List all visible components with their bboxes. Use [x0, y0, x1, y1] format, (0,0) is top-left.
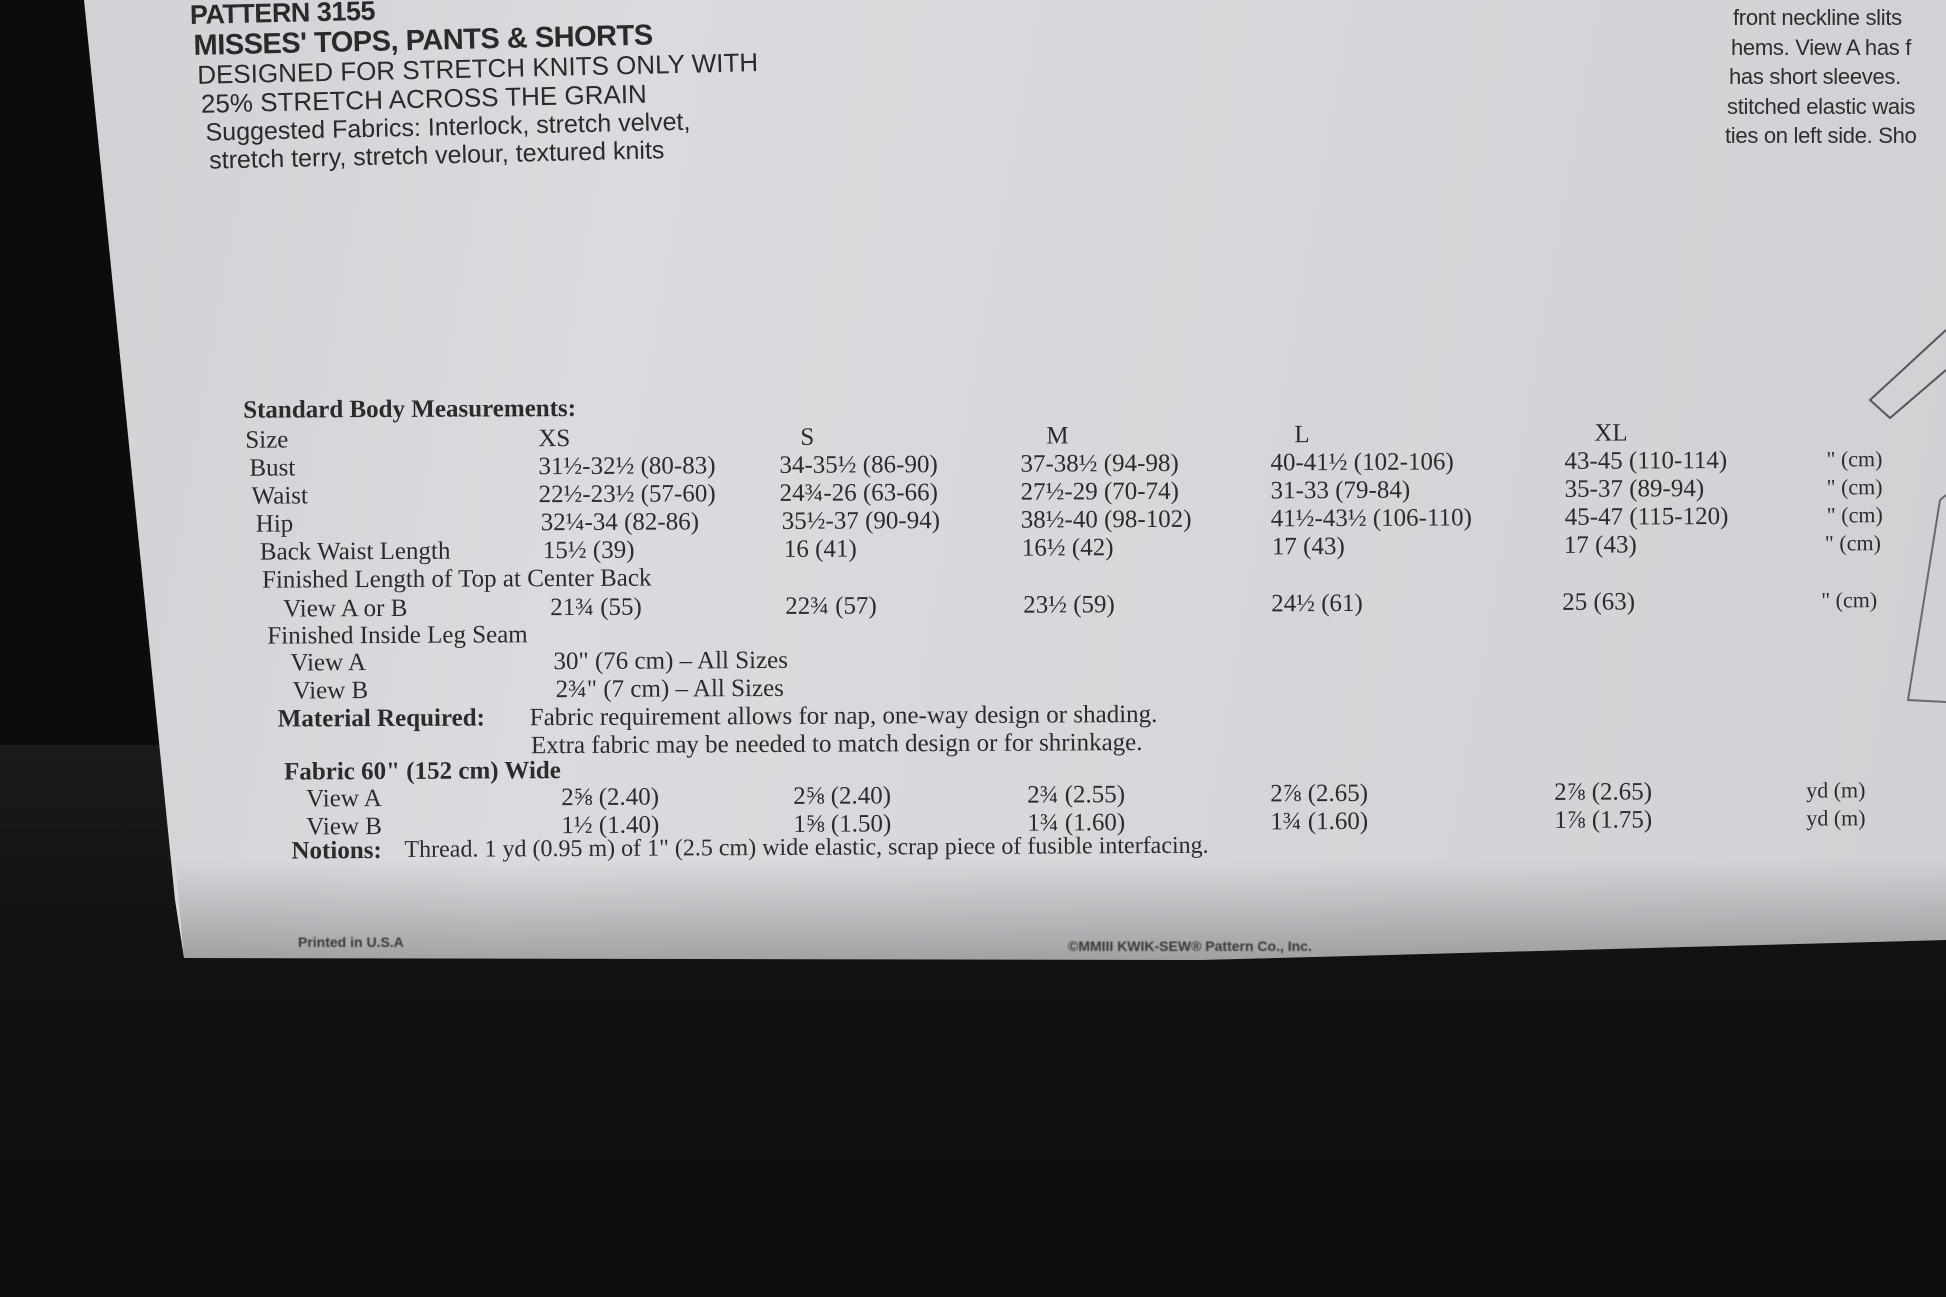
measurement-value: 22¾ (57) [785, 592, 877, 620]
measurement-value: 16½ (42) [1021, 534, 1114, 562]
row-label: View A [290, 649, 367, 677]
measurement-value: 25 (63) [1562, 588, 1636, 616]
yardage-value: 1¾ (1.60) [1270, 807, 1369, 836]
measurement-value: 34-35½ (86-90) [779, 451, 938, 479]
row-label: View B [306, 813, 382, 841]
row-label: View B [292, 677, 369, 705]
measurement-value: 41½-43½ (106-110) [1270, 504, 1472, 533]
measurement-value: 24¾-26 (63-66) [779, 479, 938, 507]
measurement-value: 27½-29 (70-74) [1020, 477, 1179, 506]
garment-sketch [1868, 329, 1946, 703]
row-label: Size [245, 426, 289, 454]
measurement-value: 17 (43) [1563, 531, 1637, 559]
description-line: has short sleeves. [1729, 64, 1901, 89]
row-label: Finished Length of Top at Center Back [261, 564, 652, 594]
material-required-label: Material Required: [277, 704, 485, 733]
unit-label: " (cm) [1826, 446, 1883, 472]
unit-label: yd (m) [1806, 805, 1866, 831]
size-header: XL [1594, 419, 1628, 447]
yardage-value: 2⅞ (2.65) [1554, 778, 1653, 806]
unit-label: " (cm) [1826, 502, 1883, 528]
material-note-line-1: Fabric requirement allows for nap, one-w… [529, 700, 1158, 732]
size-header: XS [538, 425, 571, 453]
yardage-value: 1⅞ (1.75) [1554, 806, 1653, 834]
size-header: S [800, 423, 815, 451]
unit-label: yd (m) [1806, 777, 1866, 803]
envelope-shadow [175, 860, 1946, 960]
measurement-value: 17 (43) [1271, 532, 1345, 561]
row-label: View A [306, 785, 382, 813]
measurement-value: 15½ (39) [542, 536, 635, 565]
notions-label: Notions: [291, 837, 382, 865]
description-line: ties on left side. Sho [1725, 123, 1917, 148]
description-line: front neckline slits [1733, 5, 1902, 30]
measurement-value: 16 (41) [783, 535, 857, 563]
measurement-value: 35-37 (89-94) [1564, 475, 1705, 503]
measurement-value: 24½ (61) [1271, 589, 1363, 618]
measurement-value: 31½-32½ (80-83) [538, 452, 716, 481]
measurement-value: 32¼-34 (82-86) [540, 508, 700, 537]
yardage-value: 1¾ (1.60) [1027, 809, 1126, 837]
measurement-value: 45-47 (115-120) [1564, 502, 1729, 531]
description-line: hems. View A has f [1731, 35, 1912, 60]
row-label: Back Waist Length [259, 537, 451, 566]
row-label: Hip [255, 510, 294, 538]
measurement-value: 38½-40 (98-102) [1020, 505, 1192, 534]
measurement-value: 37-38½ (94-98) [1020, 449, 1179, 478]
yardage-value: 1⅝ (1.50) [793, 810, 892, 838]
printed-in-usa: Printed in U.S.A [298, 934, 404, 950]
row-label: Finished Inside Leg Seam [267, 621, 528, 650]
unit-label: " (cm) [1824, 530, 1881, 556]
yardage-value: 2⅝ (2.40) [561, 783, 660, 812]
copyright-notice: ©MMIII KWIK-SEW® Pattern Co., Inc. [1068, 938, 1312, 954]
measurement-value: 23½ (59) [1023, 591, 1115, 619]
yardage-value: 1½ (1.40) [561, 811, 660, 840]
row-label: Waist [251, 482, 308, 510]
size-header: L [1294, 421, 1310, 449]
measurement-value: 2¾" (7 cm) – All Sizes [555, 674, 784, 704]
measurement-value: 31-33 (79-84) [1270, 476, 1411, 505]
size-header: M [1046, 422, 1069, 450]
yardage-value: 2⅝ (2.40) [793, 782, 892, 810]
yardage-value: 2¾ (2.55) [1027, 781, 1126, 809]
unit-label: " (cm) [1821, 587, 1878, 613]
description-line: stitched elastic wais [1727, 94, 1916, 119]
row-label: View A or B [283, 594, 408, 623]
row-label: Bust [249, 454, 296, 482]
measurement-value: 30" (76 cm) – All Sizes [553, 646, 789, 676]
measurement-value: 40-41½ (102-106) [1270, 448, 1454, 477]
measurement-value: 22½-23½ (57-60) [538, 480, 716, 509]
measurements-heading: Standard Body Measurements: [243, 394, 577, 424]
yardage-value: 2⅞ (2.65) [1270, 779, 1369, 808]
unit-label: " (cm) [1826, 474, 1883, 500]
measurement-value: 21¾ (55) [550, 593, 642, 622]
material-note-line-2: Extra fabric may be needed to match desi… [530, 729, 1143, 760]
measurement-value: 43-45 (110-114) [1564, 446, 1728, 475]
fabric-width-heading: Fabric 60" (152 cm) Wide [283, 757, 561, 786]
measurement-value: 35½-37 (90-94) [781, 507, 941, 535]
